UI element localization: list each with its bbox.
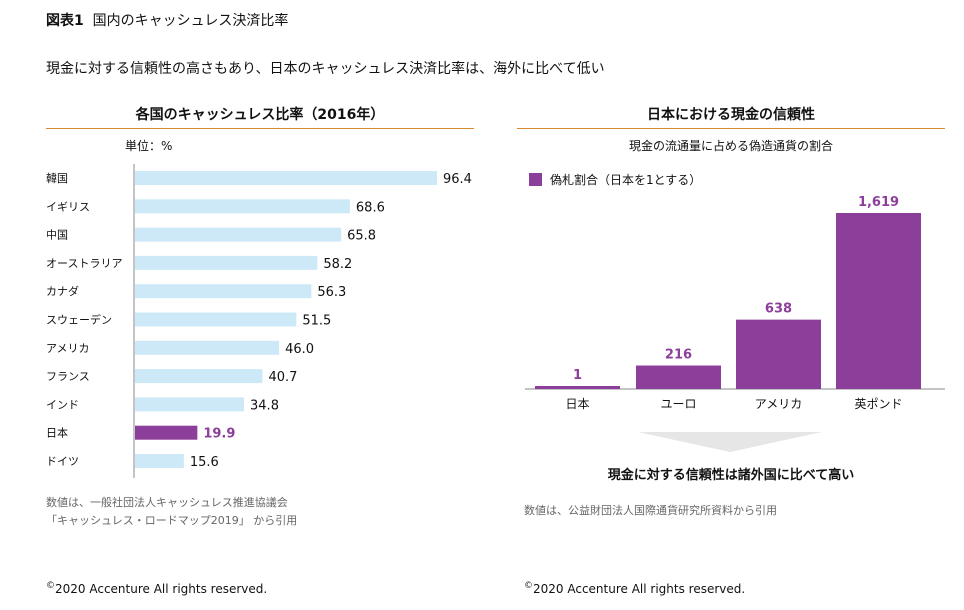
value-label: 1,619 xyxy=(858,195,899,210)
category-label: 中国 xyxy=(46,229,68,242)
down-arrow-icon xyxy=(638,432,822,452)
category-label: 日本 xyxy=(46,426,68,440)
figure-title: 図表1 国内のキャッシュレス決済比率 xyxy=(46,10,288,30)
right-source-note: 数値は、公益財団法人国際通貨研究所資料から引用 xyxy=(524,504,777,517)
value-label: 19.9 xyxy=(203,427,235,442)
category-label: ユーロ xyxy=(660,397,696,411)
left-title-rule xyxy=(46,128,474,129)
value-label: 216 xyxy=(665,348,692,363)
category-label: 韓国 xyxy=(46,172,68,185)
bar-インド xyxy=(135,397,245,412)
bar-アメリカ xyxy=(135,340,280,355)
category-label: スウェーデン xyxy=(46,313,112,327)
category-label: 英ポンド xyxy=(854,397,902,411)
bar-ユーロ xyxy=(636,365,721,389)
counterfeit-ratio-bar-chart: 1 日本 216 ユーロ 638 アメリカ 1,619 英ポンド xyxy=(525,195,945,411)
bar-オーストラリア xyxy=(135,255,318,270)
bar-アメリカ xyxy=(736,319,821,389)
figure-subtitle: 現金に対する信頼性の高さもあり、日本のキャッシュレス決済比率は、海外に比べて低い xyxy=(46,61,605,77)
right-chart-subtitle: 現金の流通量に占める偽造通貨の割合 xyxy=(628,139,833,153)
country-cashless-bar-chart: 韓国 96.4 イギリス 68.6 中国 65.8 オーストラリア 58.2 カナダ 56.3 スウ… xyxy=(46,164,472,478)
figure-label: 図表1 xyxy=(46,13,84,29)
category-label: アメリカ xyxy=(755,397,802,411)
conclusion-text: 現金に対する信頼性は諸外国に比べて高い xyxy=(607,468,855,483)
value-label: 34.8 xyxy=(250,398,279,413)
right-title-rule xyxy=(517,128,945,129)
value-label: 65.8 xyxy=(347,229,376,244)
right-chart-title: 日本における現金の信頼性 xyxy=(647,107,815,123)
bar-韓国 xyxy=(135,171,437,185)
legend-label: 偽札割合（日本を1とする） xyxy=(550,173,702,187)
left-chart-title: 各国のキャッシュレス比率（2016年） xyxy=(135,107,385,123)
category-label: カナダ xyxy=(46,284,79,298)
bar-スウェーデン xyxy=(135,312,297,327)
value-label: 58.2 xyxy=(323,257,352,272)
bar-イギリス xyxy=(135,199,350,214)
value-label: 1 xyxy=(573,368,582,383)
bar-ドイツ xyxy=(135,454,184,468)
category-label: フランス xyxy=(46,370,90,383)
value-label: 638 xyxy=(765,302,792,317)
value-label: 68.6 xyxy=(356,200,385,215)
copyright-symbol: © xyxy=(46,581,55,591)
unit-label: 単位：% xyxy=(125,139,173,153)
category-label: 日本 xyxy=(565,397,589,411)
legend-swatch xyxy=(529,173,542,186)
left-source-note: 数値は、一般社団法人キャッシュレス推進協議会 「キャッシュレス・ロードマップ20… xyxy=(46,494,297,530)
value-label: 51.5 xyxy=(302,314,331,329)
legend: 偽札割合（日本を1とする） xyxy=(529,171,701,188)
bar-カナダ xyxy=(135,284,312,299)
copyright-symbol: © xyxy=(524,581,533,591)
category-label: アメリカ xyxy=(46,342,89,355)
value-label: 40.7 xyxy=(269,370,298,385)
value-label: 96.4 xyxy=(443,172,472,187)
left-note-line-1: 数値は、一般社団法人キャッシュレス推進協議会 xyxy=(46,496,288,509)
bar-日本 xyxy=(535,386,620,389)
left-copyright: ©2020 Accenture All rights reserved. xyxy=(46,581,267,596)
bar-中国 xyxy=(135,227,342,242)
bar-フランス xyxy=(135,369,263,384)
copyright-text: 2020 Accenture All rights reserved. xyxy=(533,582,746,596)
right-copyright: ©2020 Accenture All rights reserved. xyxy=(524,581,745,596)
bar-英ポンド xyxy=(836,213,921,389)
category-label: オーストラリア xyxy=(46,257,122,270)
value-label: 46.0 xyxy=(285,342,314,357)
left-note-line-2: 「キャッシュレス・ロードマップ2019」 から引用 xyxy=(46,514,298,527)
figure-title-text: 国内のキャッシュレス決済比率 xyxy=(92,13,289,29)
copyright-text: 2020 Accenture All rights reserved. xyxy=(55,582,268,596)
value-label: 15.6 xyxy=(190,455,219,470)
category-label: イギリス xyxy=(46,200,90,213)
category-label: インド xyxy=(46,398,79,411)
category-label: ドイツ xyxy=(46,455,79,468)
bar-日本 xyxy=(135,425,198,440)
value-label: 56.3 xyxy=(317,285,346,300)
